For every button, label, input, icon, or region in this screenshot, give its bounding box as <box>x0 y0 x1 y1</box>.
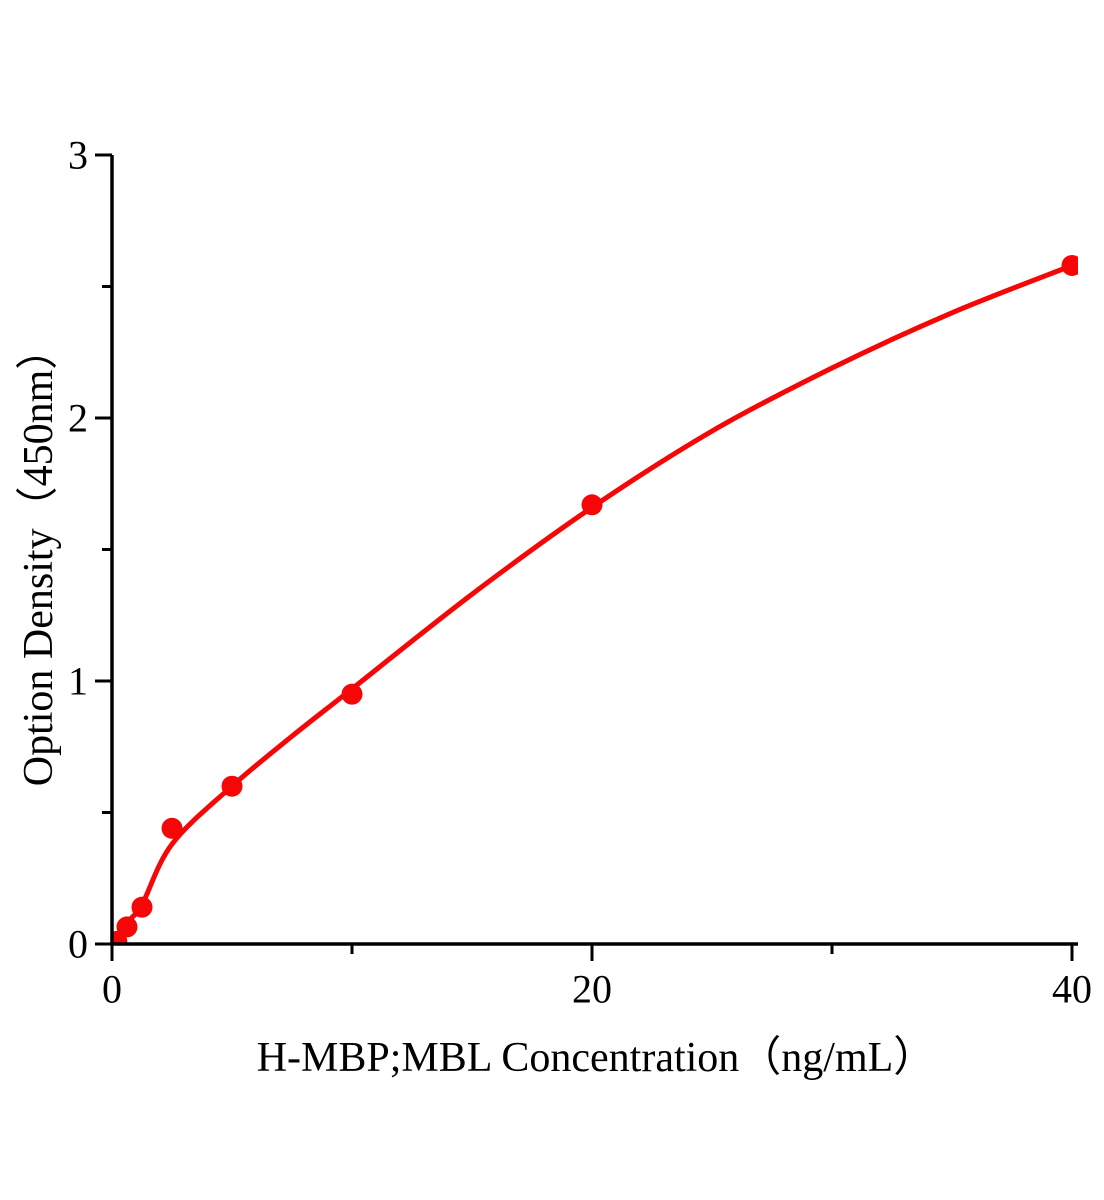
x-tick-label: 0 <box>102 967 122 1012</box>
y-axis-title: Option Density（450nm） <box>16 328 62 787</box>
y-tick-label: 2 <box>68 396 88 441</box>
x-axis-tick-labels: 0 20 40 <box>102 967 1092 1012</box>
data-point-marker <box>116 916 138 938</box>
data-point-marker <box>221 775 243 797</box>
fit-curve <box>112 263 1075 945</box>
y-tick-label: 1 <box>68 659 88 704</box>
data-point-marker <box>341 683 363 705</box>
y-tick-label: 3 <box>68 133 88 178</box>
y-axis-ticks <box>95 153 112 946</box>
axes <box>110 155 1078 946</box>
x-tick-label: 40 <box>1052 967 1092 1012</box>
x-tick-label: 20 <box>572 967 612 1012</box>
data-point-marker <box>581 494 603 516</box>
y-tick-label: 0 <box>68 922 88 967</box>
y-axis-tick-labels: 0 1 2 3 <box>68 133 88 967</box>
x-axis-title: H-MBP;MBL Concentration（ng/mL） <box>257 1035 936 1081</box>
data-points <box>112 254 1078 945</box>
data-point-marker <box>131 896 153 918</box>
x-axis-ticks <box>110 944 1074 961</box>
fit-curve-path <box>112 263 1075 945</box>
data-point-marker <box>161 817 183 839</box>
data-point-marker <box>1061 254 1078 276</box>
